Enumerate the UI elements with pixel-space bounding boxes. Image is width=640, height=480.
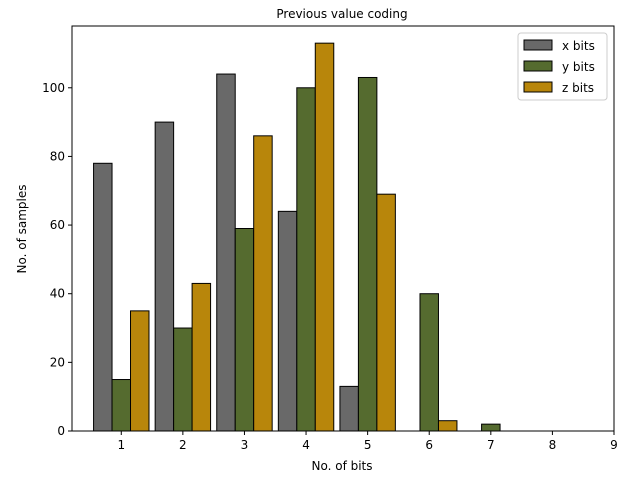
y-axis-label: No. of samples (15, 185, 29, 274)
bar-y-bits-6 (419, 293, 439, 432)
bar-x-bits-2 (154, 121, 175, 432)
bar-x-bits-5 (339, 385, 359, 432)
x-tick-label: 6 (425, 438, 433, 452)
legend-swatch (523, 39, 553, 51)
bar-x-bits-4 (277, 210, 298, 432)
x-axis: 1 2 3 4 5 6 7 8 9 (117, 431, 618, 452)
bar-x-bits-3 (216, 73, 236, 432)
x-tick-label: 1 (117, 438, 125, 452)
x-axis-label: No. of bits (311, 459, 372, 473)
bar-x-bits-1 (93, 162, 113, 432)
y-tick-label: 80 (50, 149, 65, 163)
x-tick-label: 9 (610, 438, 618, 452)
x-tick-label: 7 (487, 438, 495, 452)
bar-z-bits-6 (437, 420, 458, 432)
bar-y-bits-1 (111, 379, 132, 432)
y-axis: 0 20 40 60 80 100 (42, 81, 72, 438)
legend-swatch (523, 81, 553, 93)
x-tick-label: 8 (549, 438, 557, 452)
y-tick-label: 20 (50, 355, 65, 369)
y-tick-label: 60 (50, 218, 65, 232)
y-tick-label: 0 (57, 424, 65, 438)
bar-y-bits-4 (296, 87, 316, 432)
bar-z-bits-4 (314, 42, 335, 432)
legend-label: y bits (562, 60, 595, 74)
bar-y-bits-3 (234, 228, 255, 432)
legend-swatch (523, 60, 553, 72)
bar-z-bits-5 (376, 193, 396, 432)
plot-frame (71, 25, 615, 432)
bars-layer (93, 42, 501, 432)
legend: x bits y bits z bits (517, 32, 608, 101)
bar-y-bits-7 (481, 423, 501, 432)
y-tick-label: 100 (42, 81, 65, 95)
bar-z-bits-2 (191, 282, 212, 432)
chart-title: Previous value coding (276, 7, 407, 21)
legend-label: z bits (562, 81, 594, 95)
bar-z-bits-1 (130, 310, 150, 432)
x-tick-label: 5 (364, 438, 372, 452)
x-tick-label: 4 (302, 438, 310, 452)
bar-z-bits-3 (253, 135, 273, 432)
legend-label: x bits (562, 39, 595, 53)
x-tick-label: 3 (241, 438, 249, 452)
y-tick-label: 40 (50, 287, 65, 301)
bar-y-bits-2 (173, 327, 193, 432)
x-tick-label: 2 (179, 438, 187, 452)
bar-y-bits-5 (357, 76, 378, 432)
